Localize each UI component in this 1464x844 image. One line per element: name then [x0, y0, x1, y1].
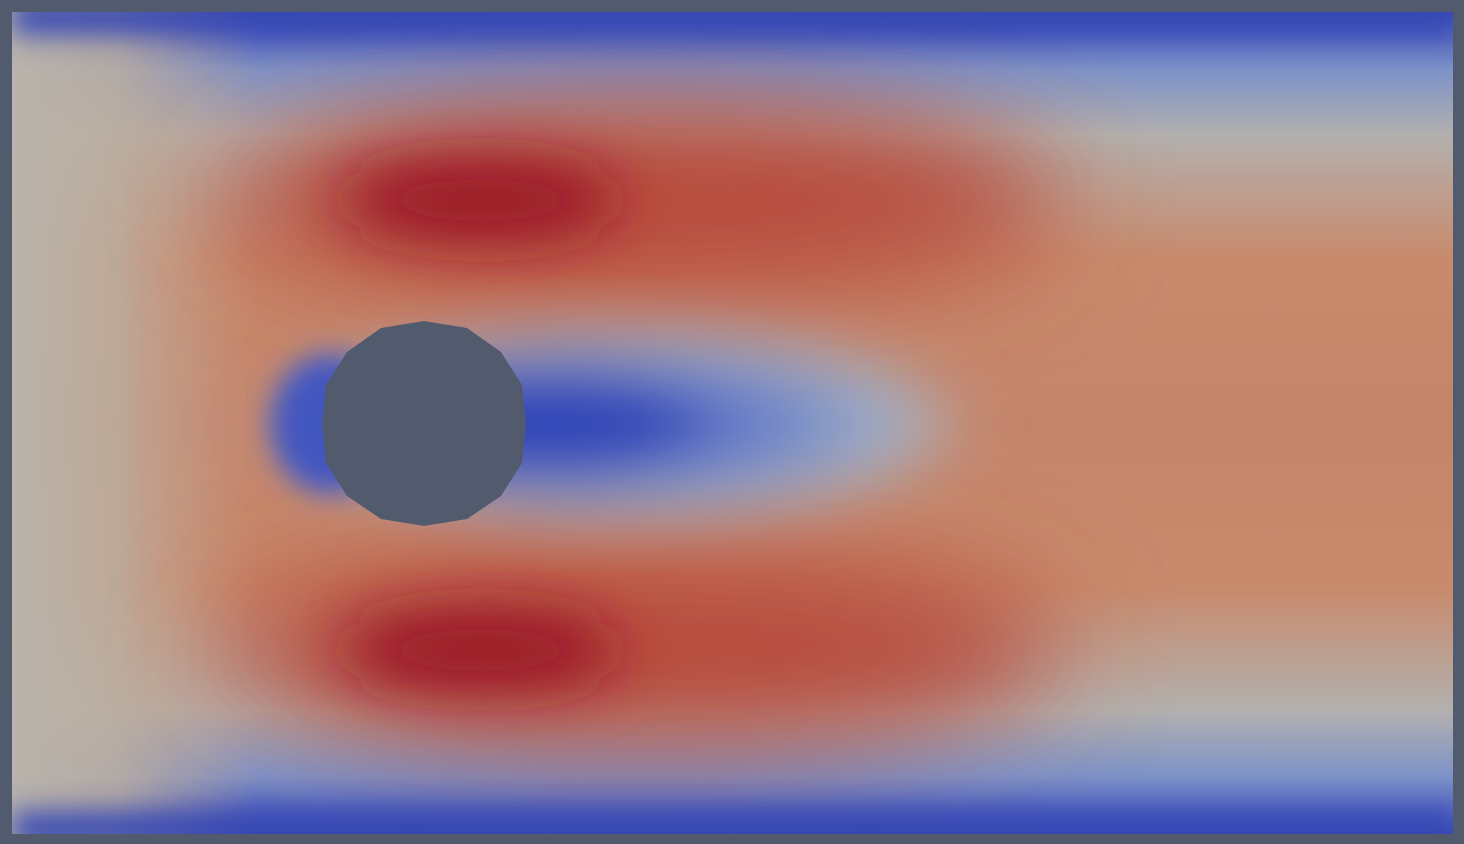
- channel-domain: [12, 12, 1453, 834]
- cylinder-obstacle: [322, 321, 526, 526]
